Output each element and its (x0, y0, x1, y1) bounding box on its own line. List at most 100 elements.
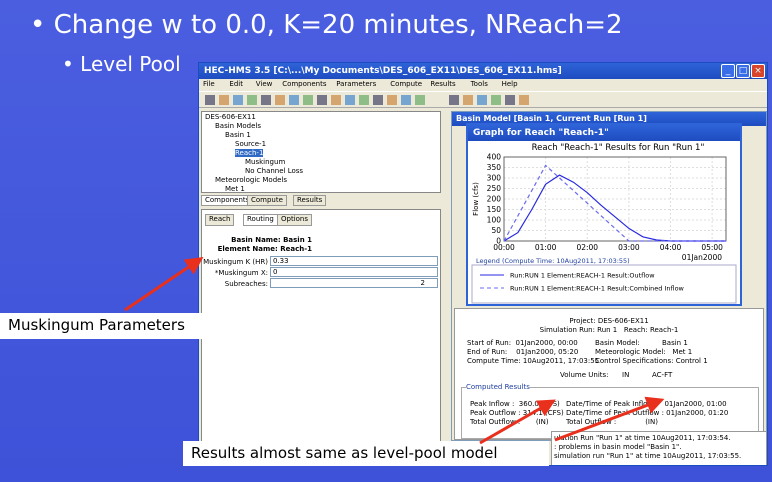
message-panel: ulation Run "Run 1" at time 10Aug2011, 1… (551, 431, 767, 465)
menu-item[interactable]: Components (282, 80, 327, 88)
tree-node[interactable]: DES-606-EX11 (205, 113, 256, 121)
results-cell: Date/Time of Peak Inflow : 01Jan2000, 01… (566, 400, 727, 408)
x-tick-label: 04:00 (660, 243, 682, 252)
graph-window: Graph for Reach "Reach-1" Reach "Reach-1"… (466, 123, 742, 306)
series-line (503, 174, 726, 242)
toolbar-icon[interactable] (289, 95, 299, 105)
tab[interactable]: Results (293, 195, 327, 206)
field-label: *Muskingum X: (214, 269, 268, 277)
menu-item[interactable]: Edit (229, 80, 243, 88)
element-name: Element Name: Reach-1 (217, 245, 312, 253)
bullet-text: Change w to 0.0, K=20 minutes, NReach=2 (53, 10, 623, 40)
summary-project: Project: DES-606-EX11 (569, 317, 649, 325)
toolbar-icon[interactable] (233, 95, 243, 105)
menu-bar: File Edit View Components Parameters Compute R… (199, 79, 767, 91)
tab[interactable]: Reach (205, 214, 235, 226)
window-button[interactable]: _ (721, 64, 735, 78)
x-tick-label: 02:00 (576, 243, 598, 252)
legend-entry: Run:RUN 1 Element:REACH-1 Result:Outflow (510, 272, 655, 280)
tree-node[interactable]: Source-1 (235, 140, 267, 148)
summary-panel: Project: DES-606-EX11 Simulation Run: Run… (454, 308, 764, 440)
field-input[interactable]: 0 (270, 267, 438, 277)
arrow (124, 256, 204, 312)
toolbar-icon[interactable] (261, 95, 271, 105)
title-bar: Basin Model [Basin 1, Current Run [Run 1… (452, 112, 766, 126)
tree-node[interactable]: Muskingum (245, 158, 286, 166)
tree-node[interactable]: Basin Models (215, 122, 262, 130)
legend-entry: Run:RUN 1 Element:REACH-1 Result:Combine… (510, 285, 685, 293)
message-line: : problems in basin model "Basin 1". (554, 443, 682, 451)
y-tick-label: 200 (487, 195, 502, 204)
field-input[interactable]: 0.33 (270, 256, 438, 266)
plot-frame (503, 156, 727, 242)
toolbar (199, 91, 767, 108)
field-label: Muskingum K (HR) (203, 258, 268, 266)
toolbar-icon[interactable] (219, 95, 229, 105)
title-bar: HEC-HMS 3.5 [C:\...\My Documents\DES_606… (199, 63, 767, 79)
tab[interactable]: Components (201, 195, 254, 206)
toolbar-icon[interactable] (519, 95, 529, 105)
y-tick-label: 50 (491, 226, 501, 235)
summary-cell: Meteorologic Model: Met 1 (595, 348, 693, 356)
toolbar-icon[interactable] (331, 95, 341, 105)
toolbar-icon[interactable] (477, 95, 487, 105)
toolbar-icon[interactable] (449, 95, 459, 105)
y-tick-label: 400 (487, 153, 502, 162)
units-label: Volume Units: (560, 371, 609, 379)
field-label: Subreaches: (224, 280, 268, 288)
tree-node[interactable]: No Channel Loss (245, 167, 304, 175)
tree-node[interactable]: Meteorologic Models (215, 176, 288, 184)
editor-panel: Reach Routing Options Basin Name: Basin 1 El… (201, 209, 441, 465)
units-radio[interactable]: IN (622, 371, 630, 379)
toolbar-icon[interactable] (345, 95, 355, 105)
toolbar-icon[interactable] (205, 95, 215, 105)
series-line (503, 164, 726, 242)
window-button[interactable]: □ (736, 64, 750, 78)
units-radio[interactable]: AC-FT (652, 371, 673, 379)
toolbar-icon[interactable] (275, 95, 285, 105)
summary-cell: Control Specifications: Control 1 (595, 357, 708, 365)
menu-item[interactable]: File (203, 80, 215, 88)
summary-cell: End of Run: 01Jan2000, 05:20 (467, 348, 579, 356)
x-tick-label: 01:00 (535, 243, 557, 252)
toolbar-icon[interactable] (491, 95, 501, 105)
x-tick-label: 03:00 (618, 243, 640, 252)
graph-title: Reach "Reach-1" Results for Run "Run 1" (532, 143, 705, 153)
toolbar-icon[interactable] (401, 95, 411, 105)
bullet: • Change w to 0.0, K=20 minutes, NReach=… (30, 10, 623, 40)
field-input[interactable]: 2 (270, 278, 438, 288)
y-tick-label: 0 (496, 237, 501, 246)
results-cell: Peak Outflow : 314.1 (CFS) (470, 409, 564, 417)
toolbar-icon[interactable] (359, 95, 369, 105)
toolbar-icon[interactable] (317, 95, 327, 105)
results-cell: Total Outflow : (IN) (470, 418, 549, 426)
menu-item[interactable]: Tools (470, 80, 488, 88)
window-button[interactable]: × (751, 64, 765, 78)
toolbar-icon[interactable] (505, 95, 515, 105)
toolbar-icon[interactable] (373, 95, 383, 105)
legend-title: Legend (Compute Time: 10Aug2011, 17:03:5… (476, 257, 630, 265)
tab[interactable]: Options (277, 214, 313, 226)
menu-item[interactable]: Parameters (336, 80, 377, 88)
menu-item[interactable]: View (255, 80, 273, 88)
results-cell: Total Outflow : (IN) (566, 418, 658, 426)
toolbar-icon[interactable] (303, 95, 313, 105)
results-cell: Peak Inflow : 360.0 (CFS) (470, 400, 560, 408)
graph: Reach "Reach-1" Results for Run "Run 1" F… (471, 143, 737, 304)
tree-node[interactable]: Basin 1 (225, 131, 251, 139)
tab[interactable]: Compute (247, 195, 287, 206)
tree-node[interactable]: Reach-1 (235, 149, 264, 157)
toolbar-icon[interactable] (463, 95, 473, 105)
tree-node[interactable]: Met 1 (225, 185, 245, 193)
menu-item[interactable]: Help (501, 80, 518, 88)
toolbar-icon[interactable] (415, 95, 425, 105)
menu-item[interactable]: Compute (390, 80, 423, 88)
toolbar-icon[interactable] (387, 95, 397, 105)
results-title: Computed Results (466, 383, 530, 391)
toolbar-icon[interactable] (247, 95, 257, 105)
menu-item[interactable]: Results (430, 80, 456, 88)
bullet: • Level Pool (62, 52, 181, 76)
results-cell: Date/Time of Peak Outflow : 01Jan2000, 0… (566, 409, 729, 417)
tab[interactable]: Routing (243, 214, 278, 226)
